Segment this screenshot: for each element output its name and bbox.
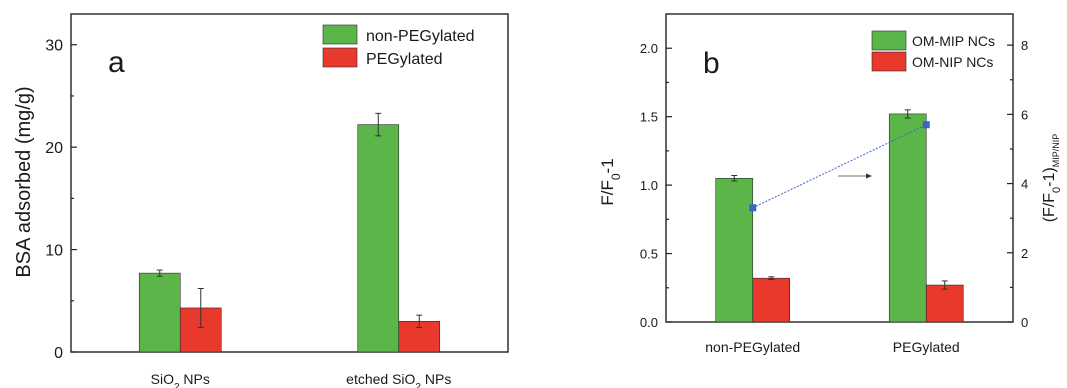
x-tick-label-subscript: 2 xyxy=(174,382,180,388)
y-right-tick-label: 4 xyxy=(1021,177,1028,192)
y-axis-right-title-text: (F/F xyxy=(1041,193,1058,223)
x-tick-label: etched SiO2 NPs xyxy=(346,371,451,388)
y-axis-title-b-text: -1 xyxy=(598,158,617,173)
legend-swatch-non-pegylated xyxy=(322,24,358,45)
bar xyxy=(888,113,927,323)
plot-frame-b xyxy=(665,13,1014,323)
y-axis-right-title-subscript: 0 xyxy=(1051,187,1063,193)
bars-a xyxy=(138,112,441,353)
y-tick-label: 1.0 xyxy=(640,178,658,193)
ratio-line xyxy=(752,124,927,209)
y-tick-label: 0.0 xyxy=(640,315,658,330)
ratio-series-b xyxy=(749,121,930,212)
y-tick-label: 0.5 xyxy=(640,247,658,262)
y-right-tick-label: 8 xyxy=(1021,38,1028,53)
x-axis-categories-b: non-PEGylated PEGylated xyxy=(705,339,959,355)
y-tick-label: 20 xyxy=(45,140,63,157)
x-tick-label-subscript: 2 xyxy=(415,382,421,388)
x-tick-label-text: SiO xyxy=(151,371,174,387)
y-axis-title-b-subscript: 0 xyxy=(609,173,623,180)
y-tick-label: 30 xyxy=(45,38,63,55)
x-tick-label: SiO2 NPs xyxy=(151,371,210,388)
x-tick-label: PEGylated xyxy=(893,339,960,355)
x-tick-label-text: NPs xyxy=(421,371,451,387)
bar xyxy=(925,284,964,323)
legend-label-om-nip: OM-NIP NCs xyxy=(912,54,993,70)
legend-label-om-mip: OM-MIP NCs xyxy=(912,33,995,49)
arrow-annotation xyxy=(838,173,872,179)
y-axis-ticks-a: 0 10 20 30 xyxy=(45,38,77,362)
y-right-tick-label: 0 xyxy=(1021,315,1028,330)
panel-label-a: a xyxy=(108,46,125,79)
bar xyxy=(752,277,791,323)
x-tick-label-text: etched SiO xyxy=(346,371,415,387)
ratio-point xyxy=(749,204,757,212)
y-axis-right-title-b: (F/F0-1)MIP/NIP xyxy=(1041,134,1063,223)
legend-label-pegylated: PEGylated xyxy=(366,51,442,68)
x-tick-label: non-PEGylated xyxy=(705,339,800,355)
plot-frame-a xyxy=(70,13,509,353)
y-axis-right-title-text: -1) xyxy=(1041,167,1058,187)
ratio-point xyxy=(922,121,930,129)
legend-b: OM-MIP NCs OM-NIP NCs xyxy=(871,30,995,72)
legend-label-non-pegylated: non-PEGylated xyxy=(366,28,475,45)
legend-a: non-PEGylated PEGylated xyxy=(322,24,475,68)
bar xyxy=(138,272,181,353)
chart-panel-b: b F/F0-1 (F/F0-1)MIP/NIP 0.00.51.01.52.0… xyxy=(598,13,1063,355)
y-axis-title-a: BSA adsorbed (mg/g) xyxy=(13,86,35,277)
y-axis-title-b: F/F0-1 xyxy=(598,158,623,205)
y-tick-label: 10 xyxy=(45,243,63,260)
panel-label-b: b xyxy=(703,47,720,80)
y-tick-label: 0 xyxy=(54,345,63,362)
y-right-tick-label: 6 xyxy=(1021,107,1028,122)
legend-swatch-pegylated xyxy=(322,47,358,68)
legend-swatch-om-mip xyxy=(871,30,907,51)
y-axis-right-ticks-b: 0 2 4 6 8 xyxy=(1007,38,1028,330)
legend-swatch-om-nip xyxy=(871,51,907,72)
arrow-head xyxy=(866,173,872,179)
y-tick-label: 2.0 xyxy=(640,41,658,56)
y-axis-title-b-text: F/F xyxy=(598,180,617,206)
y-axis-right-title-subscript: MIP/NIP xyxy=(1051,134,1061,168)
y-tick-label: 1.5 xyxy=(640,110,658,125)
x-axis-categories-a: SiO2 NPs etched SiO2 NPs xyxy=(151,371,452,388)
bars-b xyxy=(715,109,964,323)
bar xyxy=(715,177,754,323)
bar xyxy=(357,124,400,353)
y-right-tick-label: 2 xyxy=(1021,246,1028,261)
x-tick-label-text: NPs xyxy=(180,371,210,387)
y-axis-ticks-b: 0.0 0.5 1.0 1.5 2.0 xyxy=(640,41,672,330)
